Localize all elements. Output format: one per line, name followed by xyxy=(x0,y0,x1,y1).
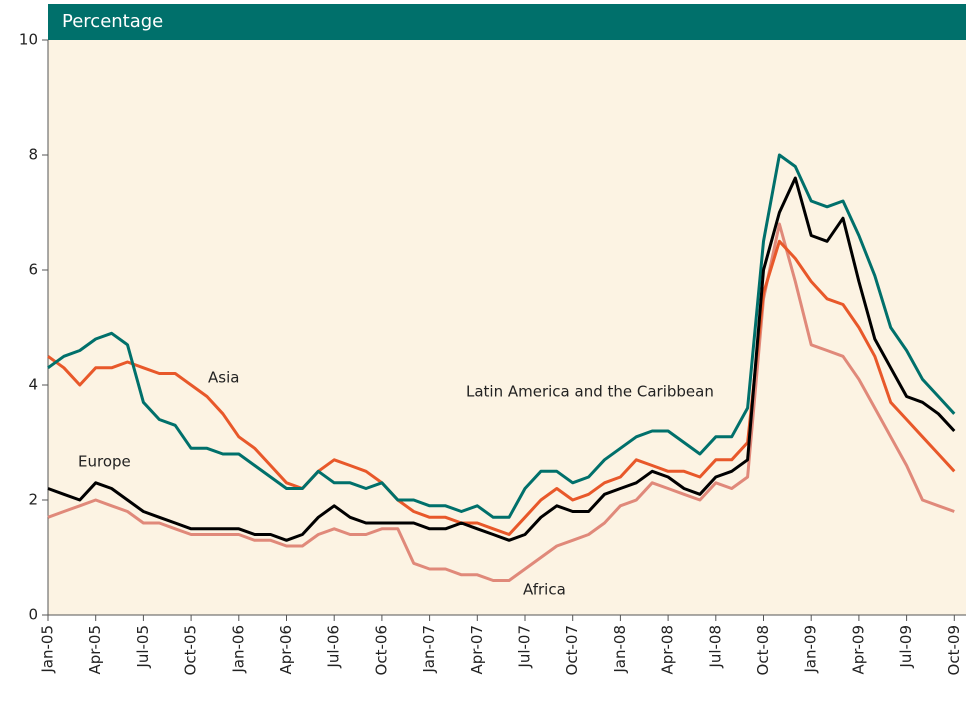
x-tick-label: Apr-09 xyxy=(849,625,867,675)
x-tick-label: Oct-07 xyxy=(563,625,581,675)
x-tick-label: Jul-08 xyxy=(706,625,724,669)
chart-title: Percentage xyxy=(62,11,163,32)
annotation: Africa xyxy=(523,581,566,599)
x-tick-label: Jan-07 xyxy=(420,625,438,674)
x-tick-label: Oct-06 xyxy=(372,625,390,675)
x-tick-label: Apr-07 xyxy=(468,625,486,675)
series-line xyxy=(47,222,955,582)
x-tick-label: Oct-08 xyxy=(754,625,772,675)
x-tick-label: Jul-09 xyxy=(897,625,915,669)
x-tick-label: Oct-05 xyxy=(182,625,200,675)
y-tick-label: 2 xyxy=(28,491,38,509)
series-line xyxy=(47,153,956,519)
plot-area xyxy=(48,40,966,615)
series-line xyxy=(47,176,956,542)
y-tick-label: 4 xyxy=(28,376,38,394)
x-tick-label: Apr-08 xyxy=(659,625,677,675)
annotation: Asia xyxy=(208,369,239,387)
x-tick-label: Jan-09 xyxy=(802,625,820,674)
y-tick-label: 8 xyxy=(28,146,38,164)
x-tick-label: Jul-07 xyxy=(516,625,534,669)
annotation: Europe xyxy=(78,453,131,471)
x-tick-label: Jan-08 xyxy=(611,625,629,674)
annotation: Latin America and the Caribbean xyxy=(466,383,714,401)
x-tick-label: Apr-06 xyxy=(277,625,295,675)
series-line xyxy=(47,239,956,536)
y-tick-label: 0 xyxy=(28,606,38,624)
x-tick-label: Jan-05 xyxy=(39,625,57,674)
y-tick-label: 6 xyxy=(28,261,38,279)
x-tick-label: Apr-05 xyxy=(86,625,104,675)
x-tick-label: Jul-06 xyxy=(325,625,343,669)
x-tick-label: Jul-05 xyxy=(134,625,152,669)
x-tick-label: Jan-06 xyxy=(229,625,247,674)
y-tick-label: 10 xyxy=(19,31,38,49)
header-band xyxy=(48,4,966,40)
x-tick-label: Oct-09 xyxy=(945,625,963,675)
